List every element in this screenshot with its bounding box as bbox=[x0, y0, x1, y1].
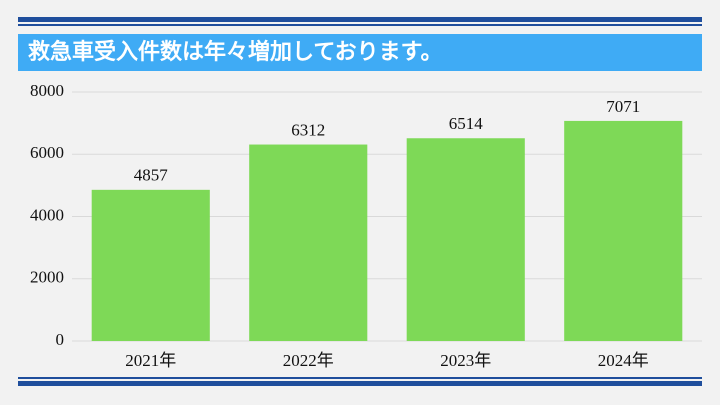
y-tick-label: 6000 bbox=[30, 143, 64, 162]
x-tick-label: 2023年 bbox=[440, 351, 491, 370]
value-label: 7071 bbox=[606, 97, 640, 116]
x-tick-label: 2024年 bbox=[598, 351, 649, 370]
bar bbox=[564, 120, 683, 341]
top-rule-thin bbox=[18, 24, 702, 26]
bottom-rule-thin bbox=[18, 377, 702, 379]
value-label: 6312 bbox=[291, 120, 325, 139]
y-tick-label: 8000 bbox=[30, 81, 64, 100]
y-tick-label: 0 bbox=[56, 330, 65, 349]
top-rule bbox=[18, 17, 702, 22]
chart-title: 救急車受入件数は年々増加しております。 bbox=[28, 39, 442, 65]
y-tick-label: 2000 bbox=[30, 268, 64, 287]
bottom-rule bbox=[18, 381, 702, 386]
bar bbox=[249, 144, 368, 341]
bar bbox=[91, 189, 210, 341]
value-label: 4857 bbox=[134, 166, 169, 185]
bar bbox=[406, 138, 525, 341]
x-tick-label: 2022年 bbox=[283, 351, 334, 370]
value-label: 6514 bbox=[449, 114, 484, 133]
title-bar bbox=[18, 34, 702, 71]
x-tick-label: 2021年 bbox=[125, 351, 176, 370]
y-tick-label: 4000 bbox=[30, 205, 64, 224]
